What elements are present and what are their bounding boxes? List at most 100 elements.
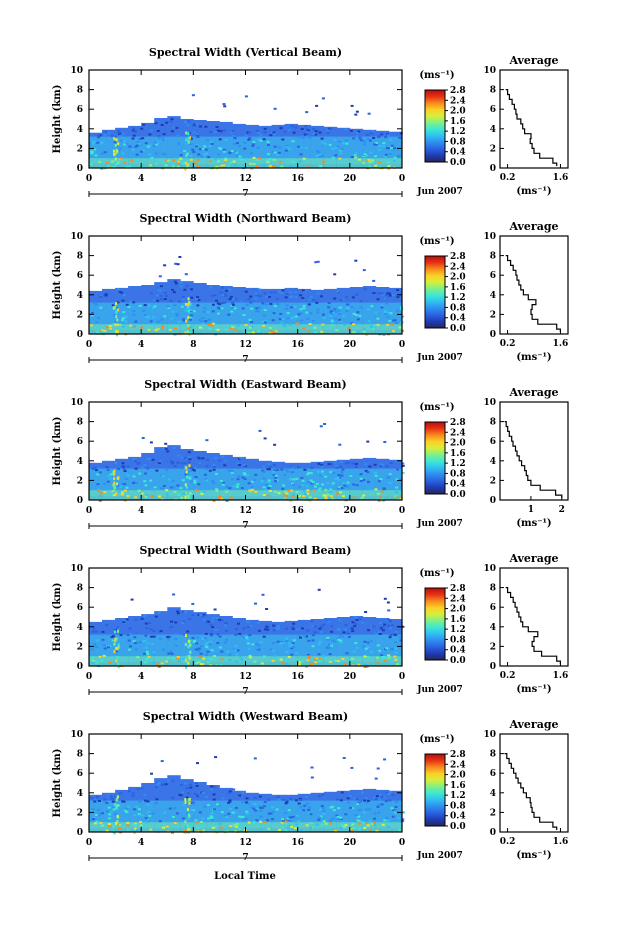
streak-pixel (189, 136, 191, 140)
echo-pixel (190, 809, 194, 812)
echo-pixel (352, 137, 356, 140)
echo-pixel (356, 819, 360, 822)
echo-pixel (121, 319, 125, 321)
profile-y-tick-label: 10 (483, 398, 496, 408)
echo-low-layer (232, 656, 246, 666)
echo-pixel (219, 148, 222, 150)
echo-pixel (386, 316, 390, 319)
echo-pixel (139, 640, 143, 643)
echo-pixel (291, 815, 295, 818)
echo-low-layer (167, 656, 181, 666)
echo-pixel (223, 293, 227, 295)
echo-pixel (188, 618, 191, 620)
echo-pixel (324, 488, 328, 491)
echo-pixel (227, 469, 231, 472)
echo-pixel (322, 812, 326, 815)
echo-pixel (133, 460, 137, 463)
echo-pixel (193, 640, 196, 642)
echo-pixel (383, 309, 387, 312)
echo-pixel (336, 488, 340, 491)
echo-pixel (327, 302, 331, 304)
echo-low-layer (284, 324, 298, 334)
echo-pixel (195, 133, 199, 136)
profile-frame (499, 733, 569, 833)
streak-pixel (185, 131, 188, 135)
echo-pixel (196, 136, 200, 138)
echo-pixel (338, 486, 342, 489)
echo-pixel (283, 474, 287, 476)
echo-pixel (363, 655, 367, 658)
echo-pixel (123, 470, 127, 472)
echo-pixel (133, 814, 137, 817)
echo-pixel (156, 141, 160, 144)
echo-pixel (189, 316, 193, 319)
echo-pixel (356, 311, 360, 314)
echo-pixel (145, 821, 148, 824)
echo-pixel (233, 150, 237, 153)
echo-pixel (253, 796, 257, 799)
echo-pixel (211, 479, 215, 482)
echo-pixel (272, 470, 276, 473)
y-tick-label: 4 (77, 789, 83, 799)
echo-pixel (295, 165, 299, 168)
streak-pixel (185, 319, 188, 323)
echo-pixel (320, 330, 324, 333)
y-axis-label: Height (km) (52, 417, 63, 486)
echo-pixel (162, 133, 166, 136)
echo-pixel (271, 818, 275, 821)
echo-pixel (267, 463, 271, 465)
isolated-echo (265, 608, 269, 610)
echo-pixel (165, 121, 169, 124)
echo-pixel (105, 162, 109, 164)
echo-pixel (205, 479, 209, 482)
echo-pixel (236, 462, 240, 465)
x-tick-label: 0 (399, 174, 405, 184)
echo-pixel (143, 614, 147, 617)
echo-pixel (237, 622, 240, 625)
echo-pixel (222, 482, 226, 485)
echo-pixel (240, 658, 244, 661)
echo-band (154, 800, 168, 828)
echo-pixel (140, 326, 144, 329)
echo-band (362, 302, 377, 330)
echo-pixel (173, 465, 177, 468)
echo-pixel (309, 296, 313, 298)
echo-pixel (112, 806, 116, 809)
echo-pixel (373, 817, 376, 820)
echo-pixel (121, 462, 125, 465)
echo-pixel (156, 299, 160, 302)
echo-pixel (102, 654, 106, 657)
echo-pixel (355, 131, 359, 134)
echo-pixel (206, 458, 209, 461)
streak-pixel (115, 798, 118, 802)
echo-pixel (189, 466, 193, 469)
echo-pixel (89, 810, 93, 813)
echo-pixel (151, 812, 155, 815)
streak-pixel (117, 142, 120, 146)
echo-pixel (129, 645, 132, 648)
panel-title: Spectral Width (Vertical Beam) (149, 46, 342, 59)
echo-pixel (118, 323, 122, 326)
echo-pixel (213, 655, 216, 658)
echo-pixel (389, 462, 393, 464)
echo-pixel (335, 814, 339, 817)
colorbar-tick-label: 1.6 (450, 781, 466, 791)
echo-pixel (311, 625, 315, 628)
echo-pixel (195, 145, 198, 148)
colorbar-tick-label: 0.0 (450, 656, 466, 666)
isolated-echo (191, 94, 195, 97)
echo-pixel (176, 454, 180, 457)
echo-pixel (378, 793, 382, 796)
echo-pixel (210, 634, 214, 637)
echo-pixel (144, 661, 147, 664)
x-tick-label: 0 (86, 838, 92, 848)
profile-x-tick-label: 1.6 (553, 837, 569, 847)
heatmap (89, 588, 405, 669)
echo-pixel (131, 149, 135, 152)
echo-pixel (155, 798, 159, 801)
echo-pixel (94, 303, 98, 306)
echo-pixel (107, 646, 110, 649)
echo-pixel (360, 496, 364, 499)
echo-pixel (145, 650, 149, 653)
